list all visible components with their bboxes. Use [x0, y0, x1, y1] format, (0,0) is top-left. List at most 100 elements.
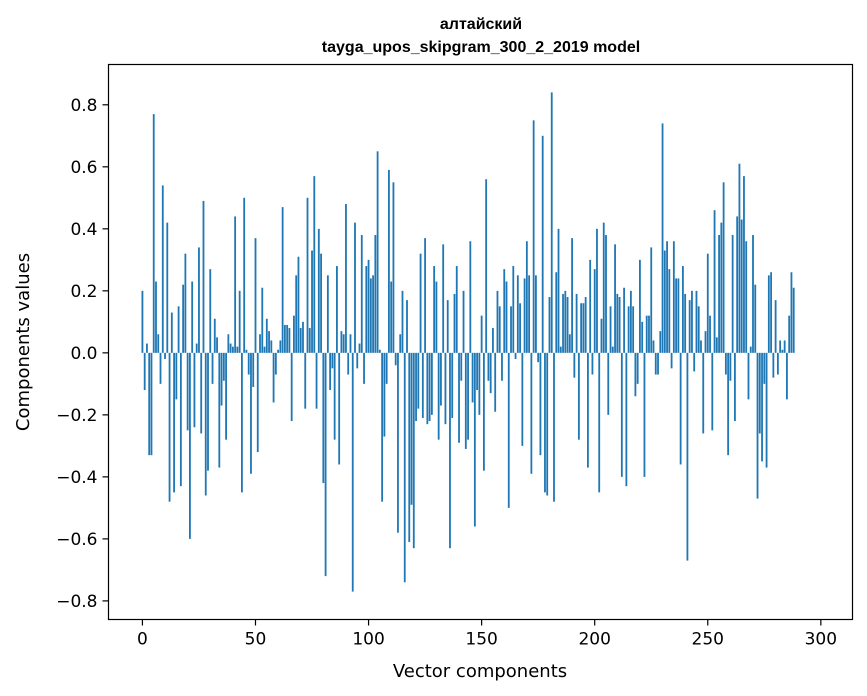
y-tick-label: −0.4	[56, 468, 97, 488]
bar	[609, 306, 612, 353]
bar	[625, 352, 628, 487]
bar	[265, 318, 268, 353]
bar	[575, 293, 578, 353]
bar	[731, 235, 734, 353]
bar	[410, 352, 413, 505]
bar	[238, 290, 241, 353]
bar	[394, 352, 397, 366]
bar	[324, 352, 327, 577]
bar	[722, 182, 725, 353]
bar	[304, 352, 307, 409]
bar	[605, 235, 607, 353]
bar	[322, 352, 325, 484]
bar	[541, 135, 544, 353]
bar	[600, 318, 603, 353]
bar	[650, 247, 653, 353]
bar	[489, 352, 492, 394]
bar	[351, 352, 354, 592]
bar	[632, 306, 635, 353]
bar	[189, 352, 191, 539]
bar	[170, 312, 173, 353]
bar	[320, 253, 322, 353]
bar	[704, 331, 707, 353]
bar	[146, 343, 148, 353]
bar	[715, 337, 718, 353]
bar	[159, 352, 162, 384]
bar	[186, 352, 189, 431]
bar	[525, 241, 528, 353]
bar	[168, 352, 171, 502]
bar	[356, 352, 359, 369]
bar	[283, 324, 286, 353]
bar	[464, 352, 467, 449]
bar	[281, 207, 284, 353]
bar	[553, 352, 555, 502]
bar	[589, 259, 592, 353]
bar	[225, 352, 227, 440]
bar	[372, 275, 374, 353]
bar	[430, 352, 433, 415]
bar	[505, 281, 508, 353]
bar	[256, 352, 259, 453]
bar	[711, 352, 714, 431]
bar	[297, 256, 300, 353]
bar	[460, 352, 463, 381]
bar	[523, 278, 526, 353]
bar	[643, 352, 646, 477]
bar	[487, 352, 490, 381]
bar	[693, 352, 696, 372]
bar	[539, 352, 542, 456]
chart-title-line2: tayga_upos_skipgram_300_2_2019 model	[322, 39, 640, 56]
bar	[697, 306, 700, 353]
bar	[772, 352, 775, 378]
bar	[593, 269, 596, 353]
bar	[564, 290, 567, 353]
bar	[469, 241, 472, 353]
bar	[528, 275, 531, 353]
bar	[358, 343, 361, 353]
bar	[200, 352, 203, 434]
bar	[713, 210, 716, 353]
y-tick-label: 0.2	[70, 282, 97, 302]
bar	[143, 352, 146, 391]
bar	[381, 352, 384, 502]
bar	[306, 197, 309, 353]
bar	[537, 352, 540, 363]
bar	[627, 306, 630, 353]
bar	[406, 300, 408, 353]
bar	[426, 352, 429, 425]
bar	[263, 346, 266, 353]
bar	[663, 250, 666, 353]
bar	[645, 315, 648, 353]
bar	[155, 281, 157, 353]
bar	[695, 290, 698, 353]
x-axis-ticks: 0 50 100 150 200 250 300	[137, 619, 837, 650]
bar	[727, 352, 730, 456]
x-tick-label: 250	[692, 630, 724, 650]
bar	[641, 321, 644, 353]
bar	[482, 352, 485, 471]
bar	[616, 293, 619, 353]
bar	[213, 318, 216, 353]
bar	[435, 281, 438, 353]
bar	[157, 334, 160, 353]
bar	[247, 352, 250, 375]
bar	[639, 259, 641, 353]
bar	[218, 352, 221, 468]
bar	[634, 352, 637, 397]
bar	[587, 352, 589, 468]
bar	[598, 352, 601, 493]
bar	[421, 352, 424, 418]
y-tick-label: 0.6	[70, 158, 97, 178]
bar	[611, 346, 614, 353]
bar	[790, 272, 793, 353]
bar	[349, 334, 352, 353]
bar	[648, 315, 650, 353]
bar	[688, 300, 691, 353]
bar-series	[141, 92, 795, 592]
bar	[354, 222, 356, 353]
y-tick-label: −0.8	[56, 592, 97, 612]
bar	[392, 182, 395, 353]
bar	[494, 352, 497, 412]
